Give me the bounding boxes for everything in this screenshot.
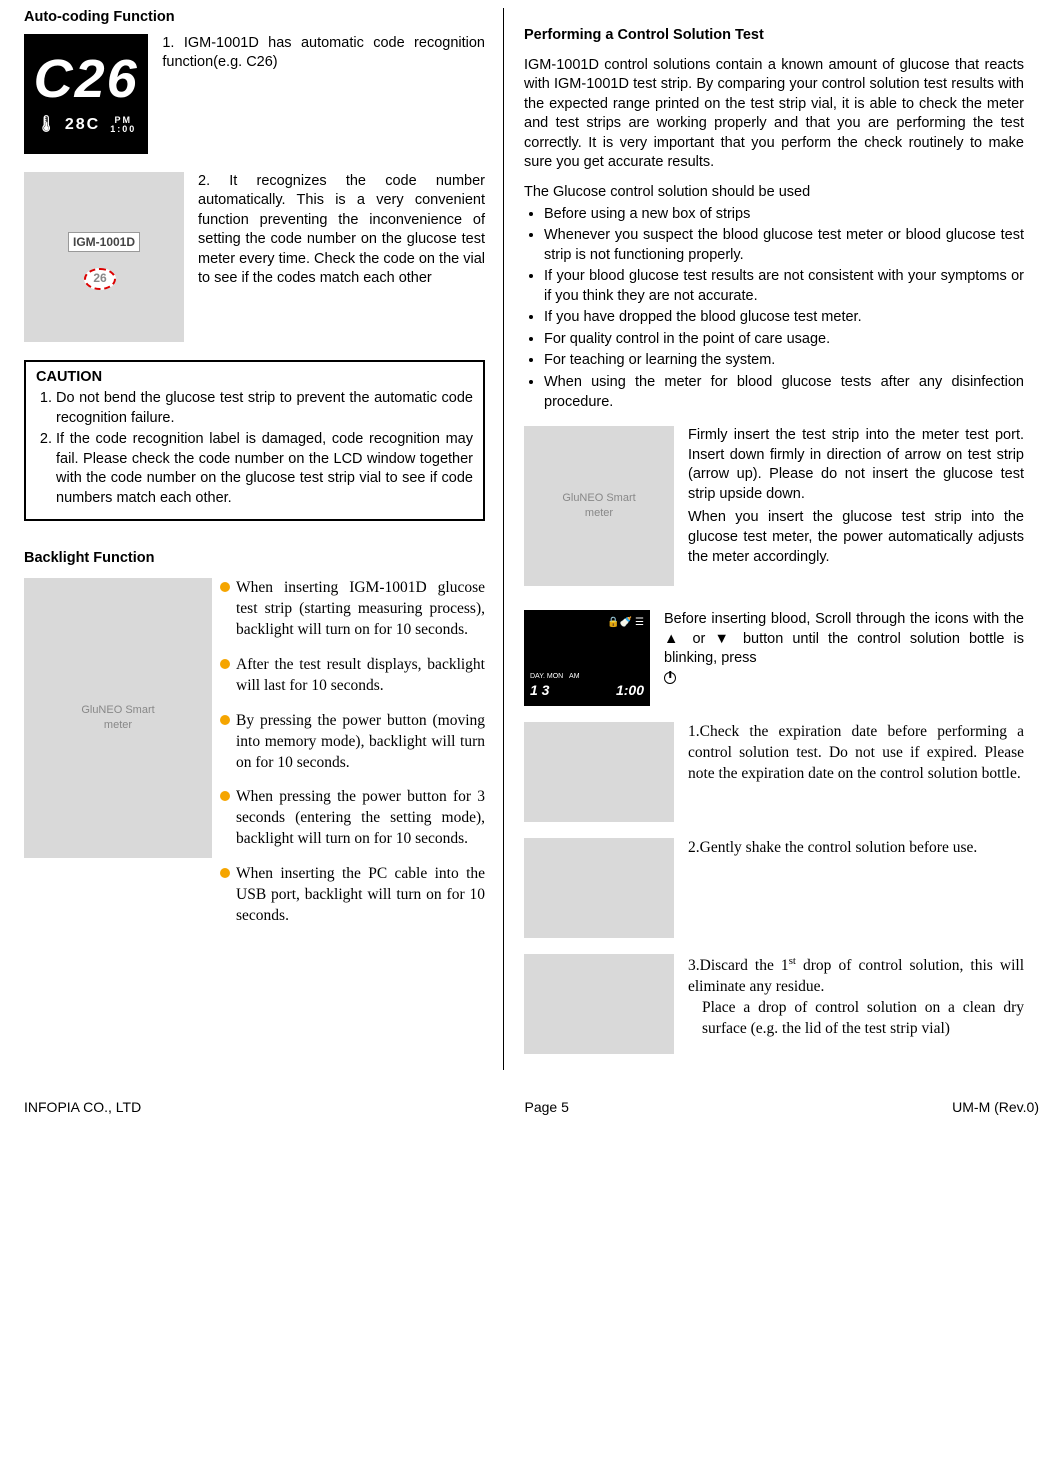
step3-num: 3. [688, 957, 700, 974]
lcd-small-display: 🔒🍼 ☰ DAY. MON AM 1 31:00 [524, 610, 650, 706]
backlight-item-3: By pressing the power button (moving int… [236, 711, 485, 774]
bullet-dot [220, 868, 230, 878]
caution-item-1: Do not bend the glucose test strip to pr… [56, 389, 473, 428]
bullet-dot [220, 715, 230, 725]
step1-image [524, 722, 674, 822]
step3-text-2: Place a drop of control solution on a cl… [688, 998, 1024, 1040]
when-item-7: When using the meter for blood glucose t… [544, 373, 1024, 412]
meter-image: GluNEO Smartmeter [24, 578, 212, 858]
when-list: Before using a new box of strips Wheneve… [524, 205, 1024, 413]
backlight-item-4: When pressing the power button for 3 sec… [236, 787, 485, 850]
when-title: The Glucose control solution should be u… [524, 183, 1024, 203]
step3-text-a: Discard the 1 [700, 957, 789, 974]
autocoding-step2-text: 2. It recognizes the code number automat… [198, 172, 485, 289]
when-item-3: If your blood glucose test results are n… [544, 267, 1024, 306]
lcd-display-c26: C26 🌡 28C PM1:00 [24, 34, 148, 154]
backlight-title: Backlight Function [24, 549, 485, 569]
step1-num: 1. [688, 723, 700, 740]
lcd-temp: 🌡 28C [36, 114, 100, 136]
insert-strip-image: GluNEO Smartmeter [524, 426, 674, 586]
insert-text-2: When you insert the glucose test strip i… [688, 508, 1024, 567]
insert-text-1: Firmly insert the test strip into the me… [688, 426, 1024, 504]
footer-page: Page 5 [524, 1098, 568, 1117]
autocoding-title: Auto-coding Function [24, 8, 485, 28]
when-item-4: If you have dropped the blood glucose te… [544, 308, 1024, 328]
lcd-small-am: AM [569, 673, 580, 680]
when-item-6: For teaching or learning the system. [544, 351, 1024, 371]
when-item-5: For quality control in the point of care… [544, 330, 1024, 350]
step2-text: Gently shake the control solution before… [700, 839, 978, 856]
footer-company: INFOPIA CO., LTD [24, 1098, 141, 1117]
when-item-1: Before using a new box of strips [544, 205, 1024, 225]
lcd-small-date: 1 3 [530, 681, 549, 700]
bullet-dot [220, 791, 230, 801]
control-test-intro: IGM-1001D control solutions contain a kn… [524, 56, 1024, 173]
vial-label: IGM-1001D [68, 232, 140, 252]
step1-text: Check the expiration date before perform… [688, 723, 1024, 782]
lcd-time: 1:00 [110, 124, 136, 134]
vial-code-circle: 26 [84, 268, 116, 290]
backlight-item-5: When inserting the PC cable into the USB… [236, 864, 485, 927]
step2-image [524, 838, 674, 938]
lcd-small-day: DAY. MON [530, 673, 563, 680]
bullet-dot [220, 659, 230, 669]
caution-title: CAUTION [36, 368, 473, 388]
step3-image [524, 954, 674, 1054]
backlight-item-1: When inserting IGM-1001D glucose test st… [236, 578, 485, 641]
step3-sup: st [789, 955, 796, 967]
scroll-text: Before inserting blood, Scroll through t… [664, 611, 1024, 666]
when-item-2: Whenever you suspect the blood glucose t… [544, 226, 1024, 265]
vial-image: IGM-1001D 26 [24, 172, 184, 342]
autocoding-step1-text: 1. IGM-1001D has automatic code recognit… [162, 34, 485, 73]
caution-item-2: If the code recognition label is damaged… [56, 430, 473, 508]
footer-rev: UM-M (Rev.0) [952, 1098, 1039, 1117]
bullet-dot [220, 582, 230, 592]
page-footer: INFOPIA CO., LTD Page 5 UM-M (Rev.0) [24, 1070, 1039, 1121]
lcd-code: C26 [34, 52, 139, 106]
caution-box: CAUTION Do not bend the glucose test str… [24, 360, 485, 521]
step2-num: 2. [688, 839, 700, 856]
control-test-title: Performing a Control Solution Test [524, 26, 1024, 46]
backlight-list: When inserting IGM-1001D glucose test st… [220, 578, 485, 941]
lcd-small-time: 1:00 [616, 681, 644, 700]
backlight-item-2: After the test result displays, backligh… [236, 655, 485, 697]
power-icon [664, 672, 676, 684]
caution-list: Do not bend the glucose test strip to pr… [36, 389, 473, 508]
